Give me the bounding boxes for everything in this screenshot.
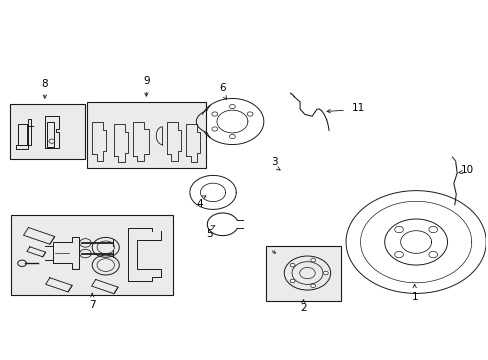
Circle shape: [289, 279, 294, 283]
Text: 1: 1: [410, 292, 417, 302]
Bar: [10, 104, 85, 159]
Text: 7: 7: [89, 300, 95, 310]
Text: 2: 2: [300, 303, 306, 313]
Text: 5: 5: [206, 229, 213, 239]
Text: 9: 9: [143, 76, 149, 86]
Circle shape: [289, 264, 294, 267]
Text: 3: 3: [271, 157, 277, 167]
Bar: [265, 246, 341, 301]
Text: 8: 8: [41, 78, 48, 89]
Text: 4: 4: [196, 199, 203, 210]
Bar: [11, 215, 173, 295]
Text: 11: 11: [351, 103, 365, 113]
Circle shape: [310, 258, 315, 262]
Circle shape: [323, 271, 327, 275]
Text: 6: 6: [219, 83, 225, 93]
Circle shape: [310, 284, 315, 288]
Bar: [87, 102, 205, 168]
Text: 10: 10: [460, 165, 473, 175]
